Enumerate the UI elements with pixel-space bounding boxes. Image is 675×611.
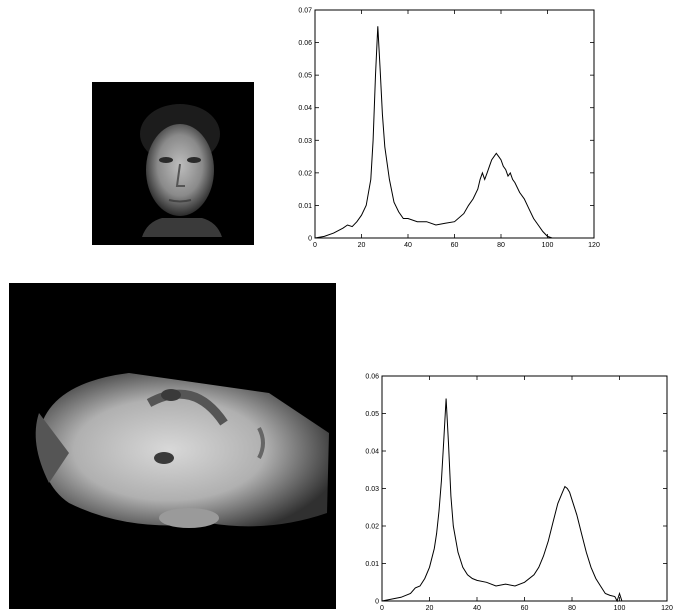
axes-frame: [381, 375, 668, 602]
histogram-top: 0 20 40 60 80 100 120 0 0.01 0.02 0.03 0.04 0.05 0.06…: [294, 8, 600, 250]
y-tick-label: 0.03: [298, 138, 312, 145]
x-tick-label: 0: [313, 242, 317, 249]
face-photo-small: [92, 82, 254, 245]
y-tick-label: 0.03: [365, 486, 379, 493]
y-tick-label: 0.01: [298, 203, 312, 210]
axes-frame: [314, 9, 595, 239]
y-tick-label: 0.01: [365, 561, 379, 568]
y-tick-label: 0.05: [365, 411, 379, 418]
x-tick-label: 100: [614, 605, 626, 611]
x-tick-label: 80: [568, 605, 576, 611]
y-tick-label: 0.07: [298, 8, 312, 15]
y-tick-label: 0.06: [298, 40, 312, 47]
y-tick-label: 0: [308, 236, 312, 243]
face-photo-large: [9, 283, 336, 609]
x-tick-label: 60: [451, 242, 459, 249]
y-tick-label: 0.05: [298, 73, 312, 80]
x-tick-label: 120: [661, 605, 673, 611]
x-tick-label: 80: [497, 242, 505, 249]
y-tick-label: 0.04: [365, 449, 379, 456]
y-tick-label: 0.04: [298, 105, 312, 112]
x-tick-label: 60: [521, 605, 529, 611]
x-tick-label: 40: [473, 605, 481, 611]
x-tick-label: 40: [404, 242, 412, 249]
x-tick-label: 20: [426, 605, 434, 611]
x-tick-label: 120: [588, 242, 600, 249]
series-line: [381, 398, 667, 603]
y-tick-label: 0.02: [365, 524, 379, 531]
series-line: [314, 26, 594, 239]
y-tick-label: 0.02: [298, 170, 312, 177]
y-tick-label: 0.06: [365, 374, 379, 381]
y-tick-label: 0: [375, 599, 379, 606]
x-tick-label: 0: [380, 605, 384, 611]
x-tick-label: 20: [358, 242, 366, 249]
x-tick-label: 100: [542, 242, 554, 249]
histogram-bottom: 0 20 40 60 80 100 120 0 0.01 0.02 0.03 0.04 0.05 0.06: [358, 370, 675, 611]
